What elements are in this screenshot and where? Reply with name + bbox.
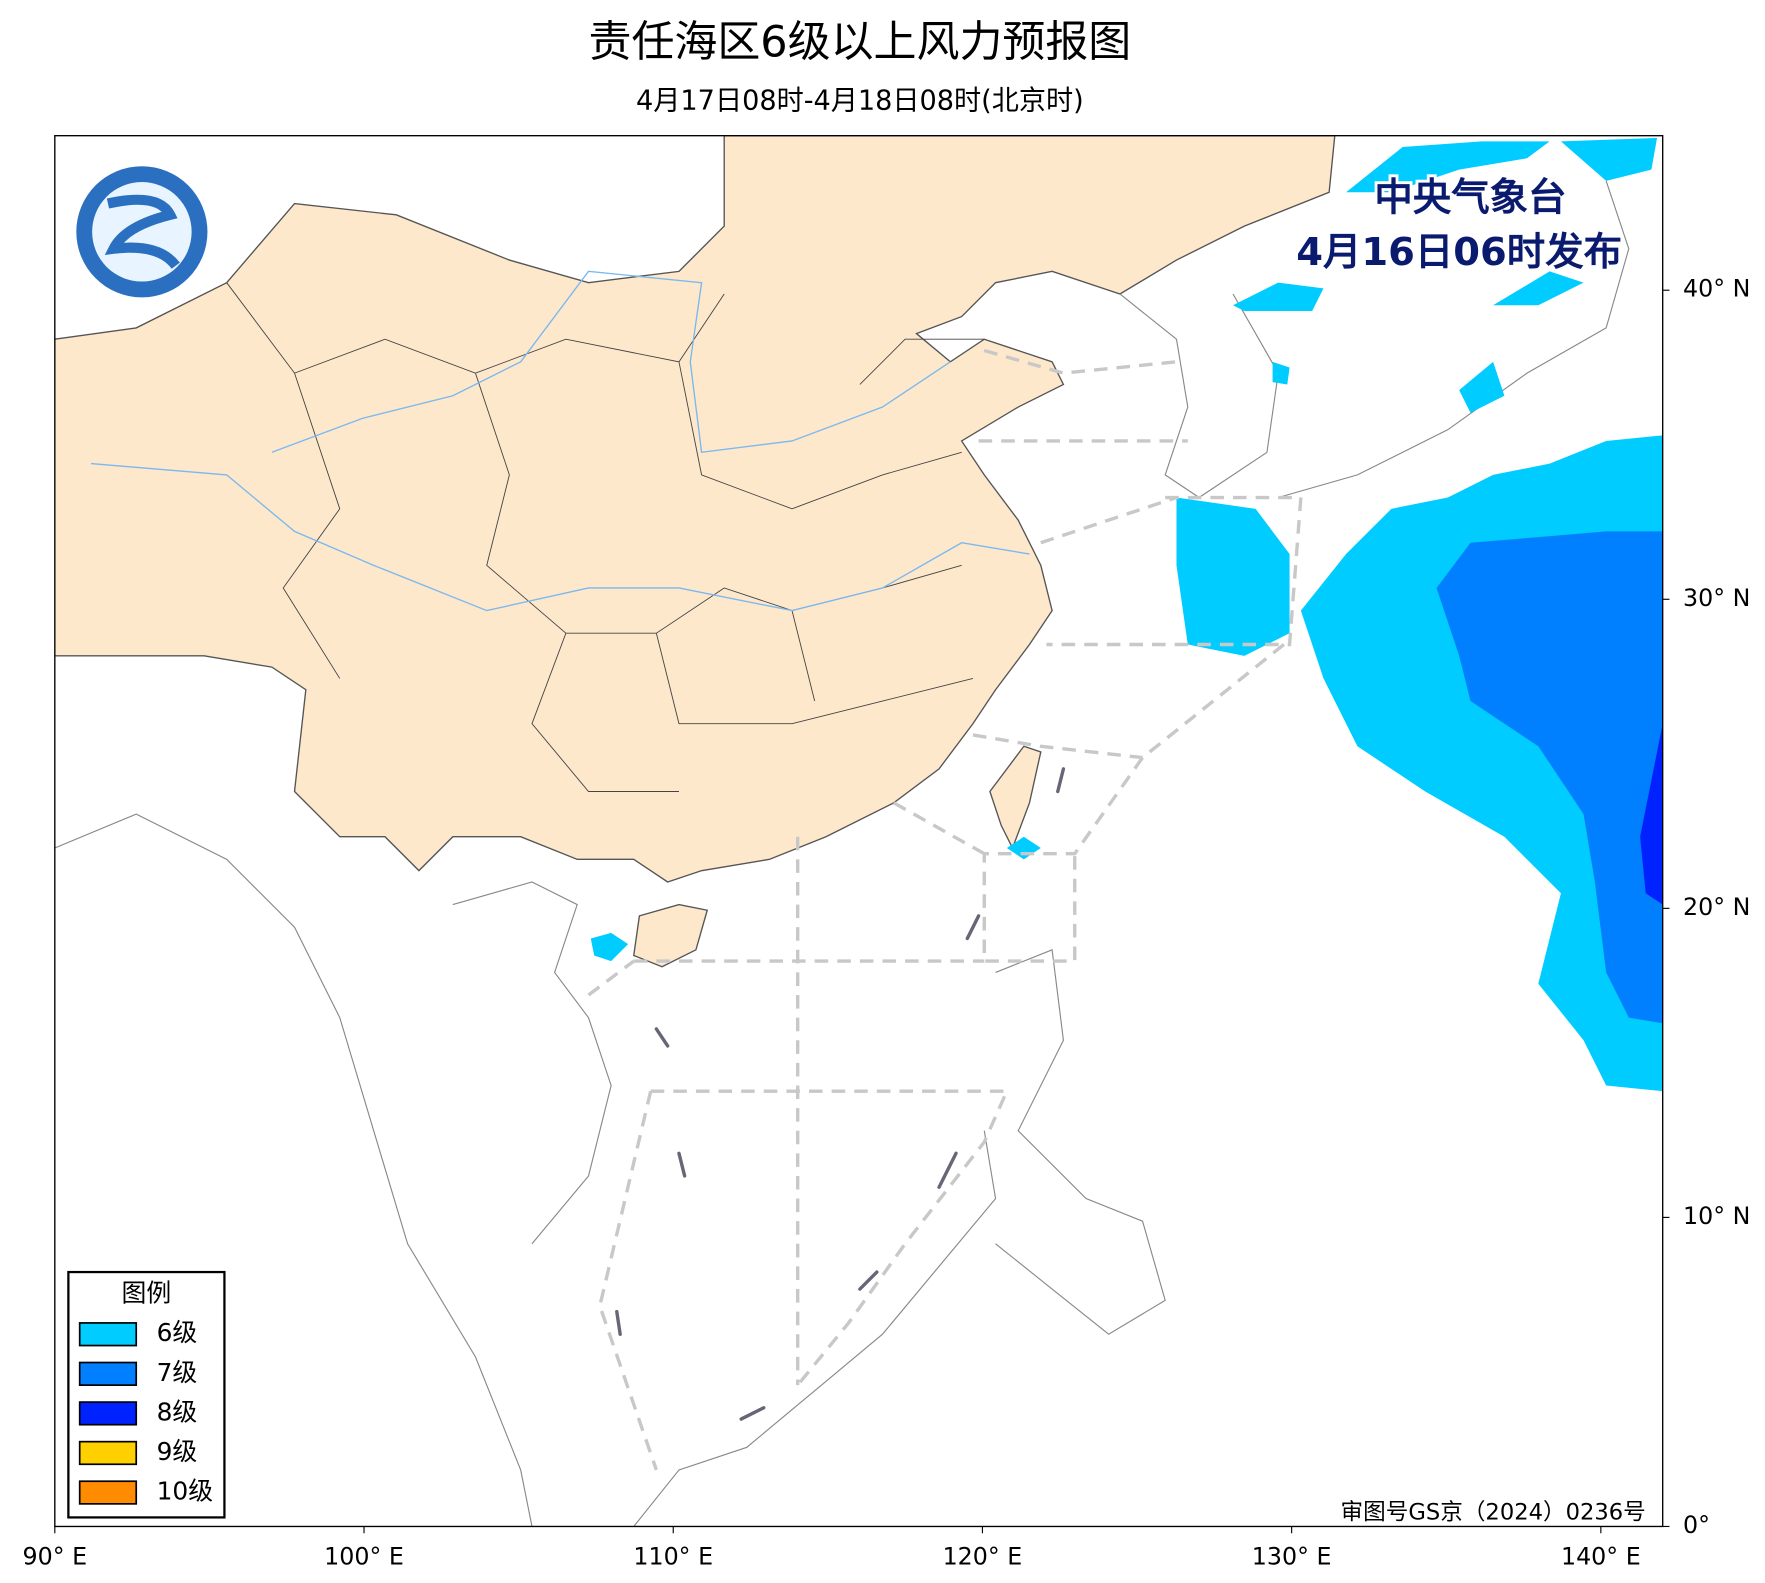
china-land xyxy=(54,135,1336,883)
legend-label: 9级 xyxy=(157,1437,198,1466)
y-tick-label: 20° N xyxy=(1683,893,1750,921)
legend-title: 图例 xyxy=(122,1279,172,1308)
x-tick-label: 90° E xyxy=(23,1543,88,1571)
legend-label: 6级 xyxy=(157,1318,198,1347)
y-tick-label: 0° xyxy=(1683,1511,1710,1539)
y-tick-label: 10° N xyxy=(1683,1202,1750,1230)
sea-area-boundaries xyxy=(587,348,1303,1471)
x-tick-label: 120° E xyxy=(943,1543,1023,1571)
province-borders xyxy=(226,282,985,792)
x-tick-label: 100° E xyxy=(324,1543,404,1571)
legend-swatch xyxy=(78,1480,138,1505)
logo xyxy=(76,166,208,298)
x-tick-label: 130° E xyxy=(1252,1543,1332,1571)
title: 责任海区6级以上风力预报图 xyxy=(589,18,1132,68)
subtitle: 4月17日08时-4月18日08时(北京时) xyxy=(636,85,1084,116)
wind-area-level-8 xyxy=(1640,723,1663,905)
issuer-time: 4月16日06时发布 xyxy=(1296,230,1622,275)
y-tick-label: 30° N xyxy=(1683,584,1750,612)
legend-box xyxy=(67,1270,226,1519)
legend-label: 10级 xyxy=(157,1477,213,1506)
wind-area-level-7 xyxy=(1436,531,1663,1024)
x-tick-label: 110° E xyxy=(633,1543,713,1571)
wind-areas xyxy=(590,137,1663,1092)
map-body xyxy=(54,135,1663,1527)
legend-swatch xyxy=(78,1401,138,1426)
legend-label: 7级 xyxy=(157,1358,198,1387)
neighbor-coastlines xyxy=(54,180,1630,1527)
legend-swatch xyxy=(78,1440,138,1466)
axis-ticks: 90° E 100° E 110° E 120° E 130° E 140° E 0° 10°… xyxy=(23,275,1751,1571)
issuer-name: 中央气象台 xyxy=(1374,176,1566,221)
legend: 图例 6级 7级 8级 9级 10级 xyxy=(67,1270,226,1519)
islands xyxy=(615,767,1066,1421)
logo-mark xyxy=(104,194,180,270)
y-tick-label: 40° N xyxy=(1683,275,1750,303)
approval-note: 审图号GS京（2024）0236号 xyxy=(1341,1499,1646,1525)
map-frame xyxy=(54,135,1664,1528)
rivers xyxy=(90,270,1030,612)
legend-label: 8级 xyxy=(157,1397,198,1426)
legend-swatch xyxy=(78,1322,138,1347)
hainan xyxy=(632,903,709,968)
legend-swatch xyxy=(78,1361,138,1386)
x-tick-label: 140° E xyxy=(1561,1543,1641,1571)
